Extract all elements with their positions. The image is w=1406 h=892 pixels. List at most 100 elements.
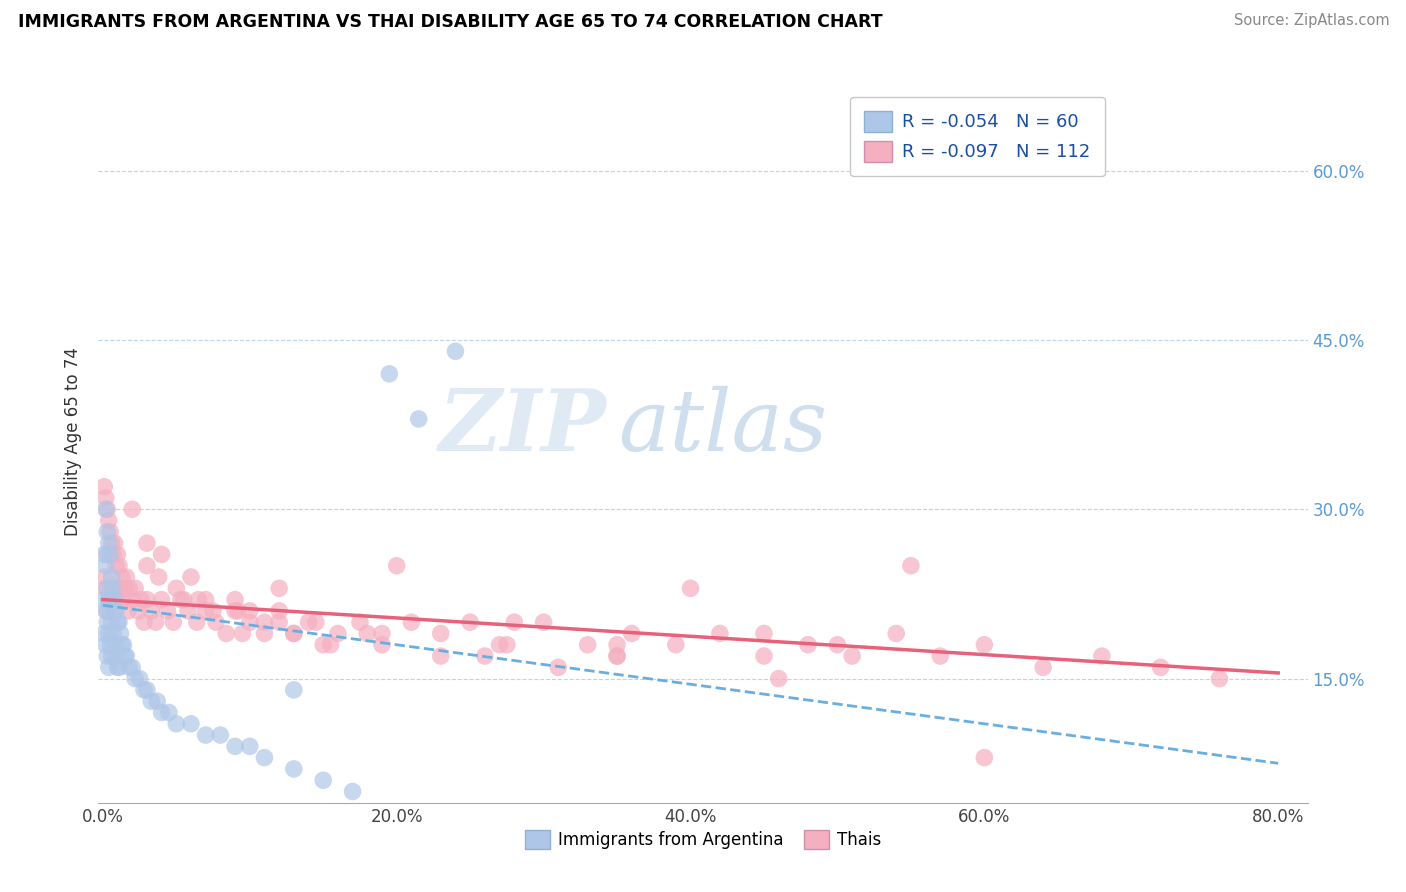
Point — [96, 502, 118, 516]
Text: atlas: atlas — [619, 385, 828, 468]
Point — [96, 604, 118, 618]
Point — [98, 604, 121, 618]
Point — [132, 682, 155, 697]
Point — [96, 648, 118, 663]
Point — [187, 592, 209, 607]
Point — [112, 592, 135, 607]
Point — [93, 592, 115, 607]
Point — [108, 660, 131, 674]
Text: IMMIGRANTS FROM ARGENTINA VS THAI DISABILITY AGE 65 TO 74 CORRELATION CHART: IMMIGRANTS FROM ARGENTINA VS THAI DISABI… — [18, 13, 883, 31]
Point — [474, 648, 496, 663]
Point — [124, 582, 146, 596]
Point — [146, 694, 169, 708]
Point — [115, 570, 138, 584]
Point — [224, 739, 246, 754]
Point — [93, 548, 115, 562]
Point — [107, 615, 129, 630]
Point — [297, 615, 319, 630]
Point — [458, 615, 481, 630]
Point — [97, 536, 120, 550]
Point — [429, 648, 451, 663]
Point — [269, 582, 291, 596]
Point — [170, 592, 193, 607]
Point — [444, 344, 467, 359]
Point — [371, 638, 394, 652]
Text: Source: ZipAtlas.com: Source: ZipAtlas.com — [1233, 13, 1389, 29]
Point — [253, 750, 276, 764]
Point — [378, 367, 401, 381]
Point — [752, 626, 775, 640]
Point — [108, 558, 131, 573]
Point — [141, 604, 163, 618]
Point — [973, 638, 995, 652]
Point — [209, 728, 232, 742]
Y-axis label: Disability Age 65 to 74: Disability Age 65 to 74 — [65, 347, 83, 536]
Point — [132, 615, 155, 630]
Point — [114, 648, 136, 663]
Point — [371, 626, 394, 640]
Point — [385, 558, 408, 573]
Point — [100, 648, 122, 663]
Point — [606, 648, 628, 663]
Point — [326, 626, 349, 640]
Point — [156, 604, 179, 618]
Point — [665, 638, 688, 652]
Point — [797, 638, 820, 652]
Point — [103, 638, 125, 652]
Point — [177, 604, 200, 618]
Point — [98, 548, 121, 562]
Point — [111, 570, 134, 584]
Point — [108, 615, 131, 630]
Point — [118, 660, 141, 674]
Point — [533, 615, 555, 630]
Point — [94, 491, 117, 505]
Point — [495, 638, 517, 652]
Point — [121, 502, 143, 516]
Point — [488, 638, 510, 652]
Point — [253, 626, 276, 640]
Point — [202, 604, 225, 618]
Point — [194, 728, 217, 742]
Point — [215, 626, 238, 640]
Point — [93, 570, 115, 584]
Point — [93, 480, 115, 494]
Point — [98, 524, 121, 539]
Point — [98, 638, 121, 652]
Text: ZIP: ZIP — [439, 385, 606, 469]
Point — [124, 672, 146, 686]
Point — [105, 648, 128, 663]
Point — [97, 626, 120, 640]
Point — [100, 536, 122, 550]
Point — [114, 582, 136, 596]
Point — [752, 648, 775, 663]
Point — [118, 582, 141, 596]
Point — [129, 592, 152, 607]
Point — [103, 592, 125, 607]
Point — [107, 592, 129, 607]
Point — [135, 682, 157, 697]
Point — [305, 615, 328, 630]
Point — [93, 626, 115, 640]
Point — [1150, 660, 1173, 674]
Point — [973, 750, 995, 764]
Point — [101, 626, 124, 640]
Point — [239, 739, 262, 754]
Point — [165, 582, 187, 596]
Point — [884, 626, 907, 640]
Point — [135, 536, 157, 550]
Point — [401, 615, 423, 630]
Point — [606, 648, 628, 663]
Point — [135, 558, 157, 573]
Point — [97, 592, 120, 607]
Point — [110, 582, 132, 596]
Point — [94, 582, 117, 596]
Point — [107, 548, 129, 562]
Point — [547, 660, 569, 674]
Point — [205, 615, 228, 630]
Point — [239, 604, 262, 618]
Point — [121, 660, 143, 674]
Point — [121, 592, 143, 607]
Point — [709, 626, 731, 640]
Point — [929, 648, 952, 663]
Point — [226, 604, 249, 618]
